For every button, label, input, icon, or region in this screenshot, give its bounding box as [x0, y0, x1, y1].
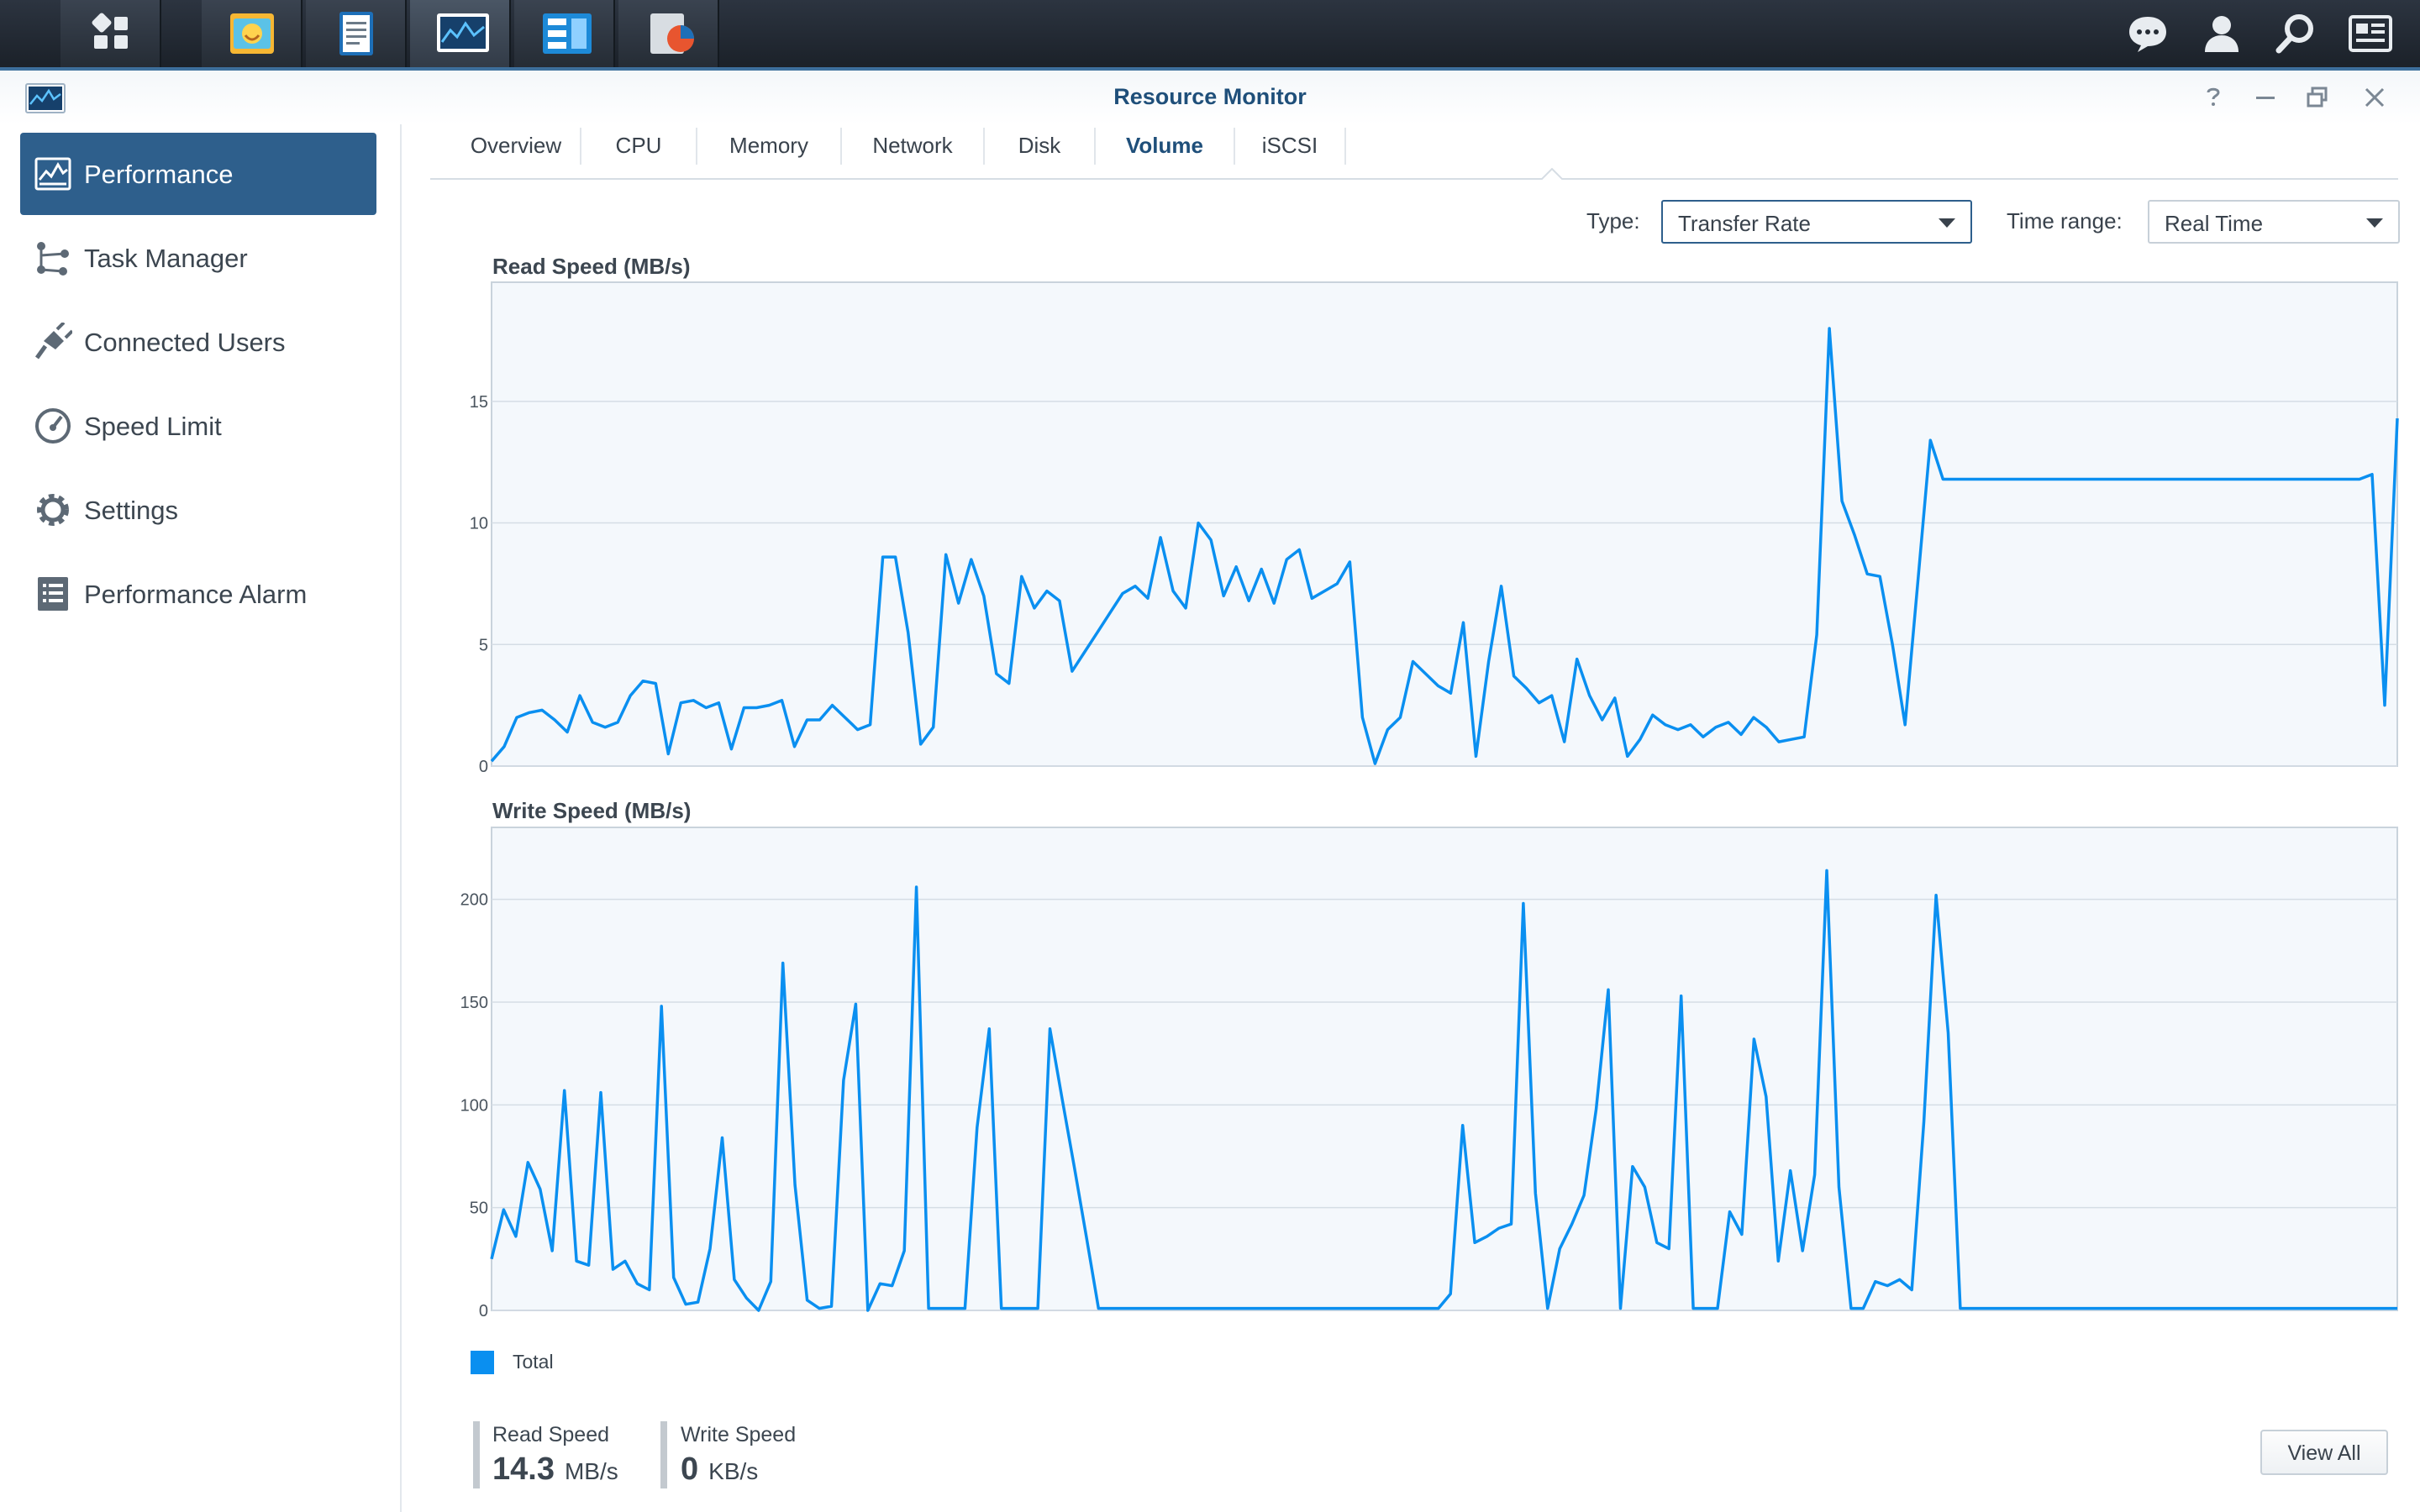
close-icon[interactable]: [2361, 84, 2388, 111]
sidebar-item-label: Speed Limit: [84, 412, 222, 441]
sidebar-item-label: Connected Users: [84, 328, 286, 357]
minimize-icon[interactable]: [2252, 84, 2279, 111]
sidebar-item-label: Settings: [84, 496, 179, 525]
sidebar-item-label: Performance: [84, 160, 234, 189]
type-select[interactable]: Transfer Rate: [1661, 200, 1972, 244]
photo-app-icon: [230, 13, 274, 54]
window-title: Resource Monitor: [1113, 84, 1307, 109]
read-speed-stat: 14.3 MB/s: [492, 1452, 618, 1488]
write-speed-label: Write Speed: [681, 1423, 797, 1446]
sidebar-item-performance-alarm[interactable]: Performance Alarm: [20, 553, 376, 635]
read-speed-value: 14.3: [492, 1452, 555, 1487]
tab-overview[interactable]: Overview: [470, 133, 562, 158]
user-icon[interactable]: [2200, 12, 2244, 55]
help-icon[interactable]: [2200, 84, 2227, 111]
tab-separator: [1344, 128, 1346, 165]
window-header[interactable]: [0, 71, 2420, 124]
search-icon[interactable]: [2274, 12, 2317, 55]
type-select-value: Transfer Rate: [1678, 211, 1811, 236]
taskbar: [0, 0, 2420, 67]
read-ytick-label: 0: [479, 758, 488, 776]
list-icon: [38, 577, 68, 611]
write-speed-stat: 0 KB/s: [681, 1452, 758, 1488]
tab-separator: [840, 128, 842, 165]
time-range-select-value: Real Time: [2165, 211, 2264, 236]
read-series-line-total: [490, 327, 2399, 765]
write-ytick-label: 200: [460, 891, 488, 910]
plug-icon: [34, 323, 72, 360]
read-chart-title: Read Speed (MB/s): [492, 254, 691, 279]
notes-app-icon: [339, 12, 373, 55]
read-speed-unit: MB/s: [564, 1458, 618, 1484]
widgets-icon[interactable]: [2348, 12, 2393, 55]
taskbar-app-storage[interactable]: [514, 0, 615, 67]
gauge-icon: [35, 408, 71, 444]
sidebar-item-performance[interactable]: Performance: [20, 133, 376, 215]
notification-icon[interactable]: [2126, 12, 2170, 55]
maximize-icon[interactable]: [2304, 84, 2331, 111]
write-plot-area: [491, 827, 2398, 1311]
write-ytick-label: 100: [460, 1096, 488, 1115]
tab-separator: [1234, 128, 1235, 165]
sidebar: Performance Task Manager Connected Users…: [0, 124, 402, 1512]
legend-swatch-total[interactable]: [471, 1351, 494, 1374]
time-range-select[interactable]: Real Time: [2148, 200, 2400, 244]
gear-icon: [37, 494, 69, 526]
write-chart-title: Write Speed (MB/s): [492, 798, 692, 823]
read-speed-chart: 0 5 10 15: [470, 281, 2399, 776]
write-speed-value: 0: [681, 1452, 699, 1487]
sidebar-item-label: Performance Alarm: [84, 580, 308, 609]
tab-volume[interactable]: Volume: [1126, 133, 1203, 158]
tab-separator: [696, 128, 697, 165]
window-app-icon: [25, 83, 66, 113]
tab-cpu[interactable]: CPU: [615, 133, 662, 158]
legend-label-total: Total: [513, 1351, 554, 1373]
write-speed-chart: 0 50 100 150 200: [460, 827, 2398, 1320]
view-all-button[interactable]: View All: [2260, 1430, 2388, 1475]
sidebar-item-speed-limit[interactable]: Speed Limit: [20, 385, 376, 467]
write-speed-unit: KB/s: [708, 1458, 759, 1484]
main-menu-button[interactable]: [60, 0, 161, 67]
taskbar-app-notes[interactable]: [306, 0, 407, 67]
write-stat-marker: [660, 1421, 667, 1488]
sidebar-item-connected-users[interactable]: Connected Users: [20, 301, 376, 383]
performance-icon: [34, 157, 71, 191]
taskbar-app-resource-monitor[interactable]: [410, 0, 511, 67]
type-label: Type:: [1586, 208, 1640, 234]
chevron-down-icon: [1939, 218, 1955, 228]
chevron-down-icon: [2366, 218, 2383, 228]
tab-memory[interactable]: Memory: [729, 133, 808, 158]
tab-separator: [1094, 128, 1096, 165]
info-center-app-icon: [650, 13, 694, 54]
sidebar-item-settings[interactable]: Settings: [20, 469, 376, 551]
write-series-line-total: [490, 869, 2397, 1312]
read-ytick-label: 5: [479, 636, 488, 654]
read-plot-area: [491, 281, 2398, 767]
write-ytick-label: 50: [470, 1200, 488, 1218]
read-ytick-label: 15: [470, 393, 488, 412]
write-ytick-label: 150: [460, 994, 488, 1012]
read-speed-label: Read Speed: [492, 1423, 610, 1446]
tab-disk[interactable]: Disk: [1018, 133, 1061, 158]
storage-app-icon: [543, 13, 592, 54]
taskbar-accent-line: [0, 67, 2420, 71]
tab-iscsi[interactable]: iSCSI: [1261, 133, 1318, 158]
read-stat-marker: [473, 1421, 480, 1488]
sidebar-item-task-manager[interactable]: Task Manager: [20, 217, 376, 299]
tab-network[interactable]: Network: [872, 133, 953, 158]
sidebar-item-label: Task Manager: [84, 244, 248, 273]
write-ytick-label: 0: [479, 1302, 488, 1320]
taskbar-app-info[interactable]: [618, 0, 719, 67]
time-range-label: Time range:: [2007, 208, 2123, 234]
resource-monitor-app-icon: [437, 13, 489, 52]
grid-menu-icon: [92, 13, 128, 49]
tab-bar: Overview CPU Memory Network Disk Volume …: [430, 124, 2398, 180]
tab-separator: [983, 128, 985, 165]
active-tab-indicator: [1541, 168, 1563, 180]
taskbar-app-photo[interactable]: [202, 0, 302, 67]
read-ytick-label: 10: [470, 515, 488, 533]
task-manager-icon: [37, 242, 69, 276]
tab-separator: [580, 128, 581, 165]
